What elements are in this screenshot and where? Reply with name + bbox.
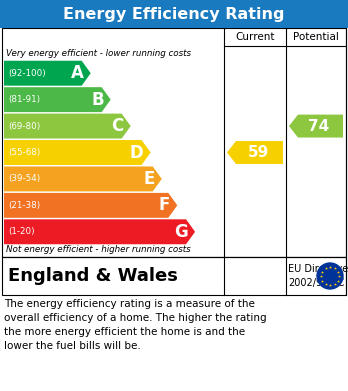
Text: D: D bbox=[130, 143, 144, 161]
Text: (81-91): (81-91) bbox=[8, 95, 40, 104]
Polygon shape bbox=[4, 87, 111, 112]
Text: (21-38): (21-38) bbox=[8, 201, 40, 210]
Text: E: E bbox=[143, 170, 155, 188]
Bar bbox=[0, 0, 348, 28]
Text: Potential: Potential bbox=[293, 32, 339, 42]
Polygon shape bbox=[4, 114, 130, 138]
Text: B: B bbox=[91, 91, 104, 109]
Text: EU Directive
2002/91/EC: EU Directive 2002/91/EC bbox=[288, 264, 348, 288]
Text: (1-20): (1-20) bbox=[8, 227, 34, 236]
Polygon shape bbox=[4, 193, 177, 218]
Text: F: F bbox=[159, 196, 170, 214]
Text: England & Wales: England & Wales bbox=[8, 267, 178, 285]
Text: G: G bbox=[174, 223, 188, 241]
Text: Not energy efficient - higher running costs: Not energy efficient - higher running co… bbox=[6, 245, 191, 254]
Circle shape bbox=[317, 263, 343, 289]
Polygon shape bbox=[4, 219, 195, 244]
Text: C: C bbox=[111, 117, 124, 135]
Polygon shape bbox=[4, 61, 91, 86]
Polygon shape bbox=[4, 140, 151, 165]
Polygon shape bbox=[289, 115, 343, 138]
Text: (39-54): (39-54) bbox=[8, 174, 40, 183]
Text: A: A bbox=[71, 64, 84, 82]
Text: (55-68): (55-68) bbox=[8, 148, 40, 157]
Text: Very energy efficient - lower running costs: Very energy efficient - lower running co… bbox=[6, 49, 191, 58]
Polygon shape bbox=[4, 167, 162, 191]
Text: 74: 74 bbox=[308, 118, 330, 134]
Text: Energy Efficiency Rating: Energy Efficiency Rating bbox=[63, 7, 285, 22]
Text: 59: 59 bbox=[247, 145, 269, 160]
Bar bbox=[2, 257, 346, 295]
Text: Current: Current bbox=[235, 32, 275, 42]
Text: The energy efficiency rating is a measure of the
overall efficiency of a home. T: The energy efficiency rating is a measur… bbox=[4, 299, 267, 351]
Polygon shape bbox=[227, 141, 283, 164]
Bar bbox=[2, 28, 346, 257]
Text: (69-80): (69-80) bbox=[8, 122, 40, 131]
Text: (92-100): (92-100) bbox=[8, 69, 46, 78]
